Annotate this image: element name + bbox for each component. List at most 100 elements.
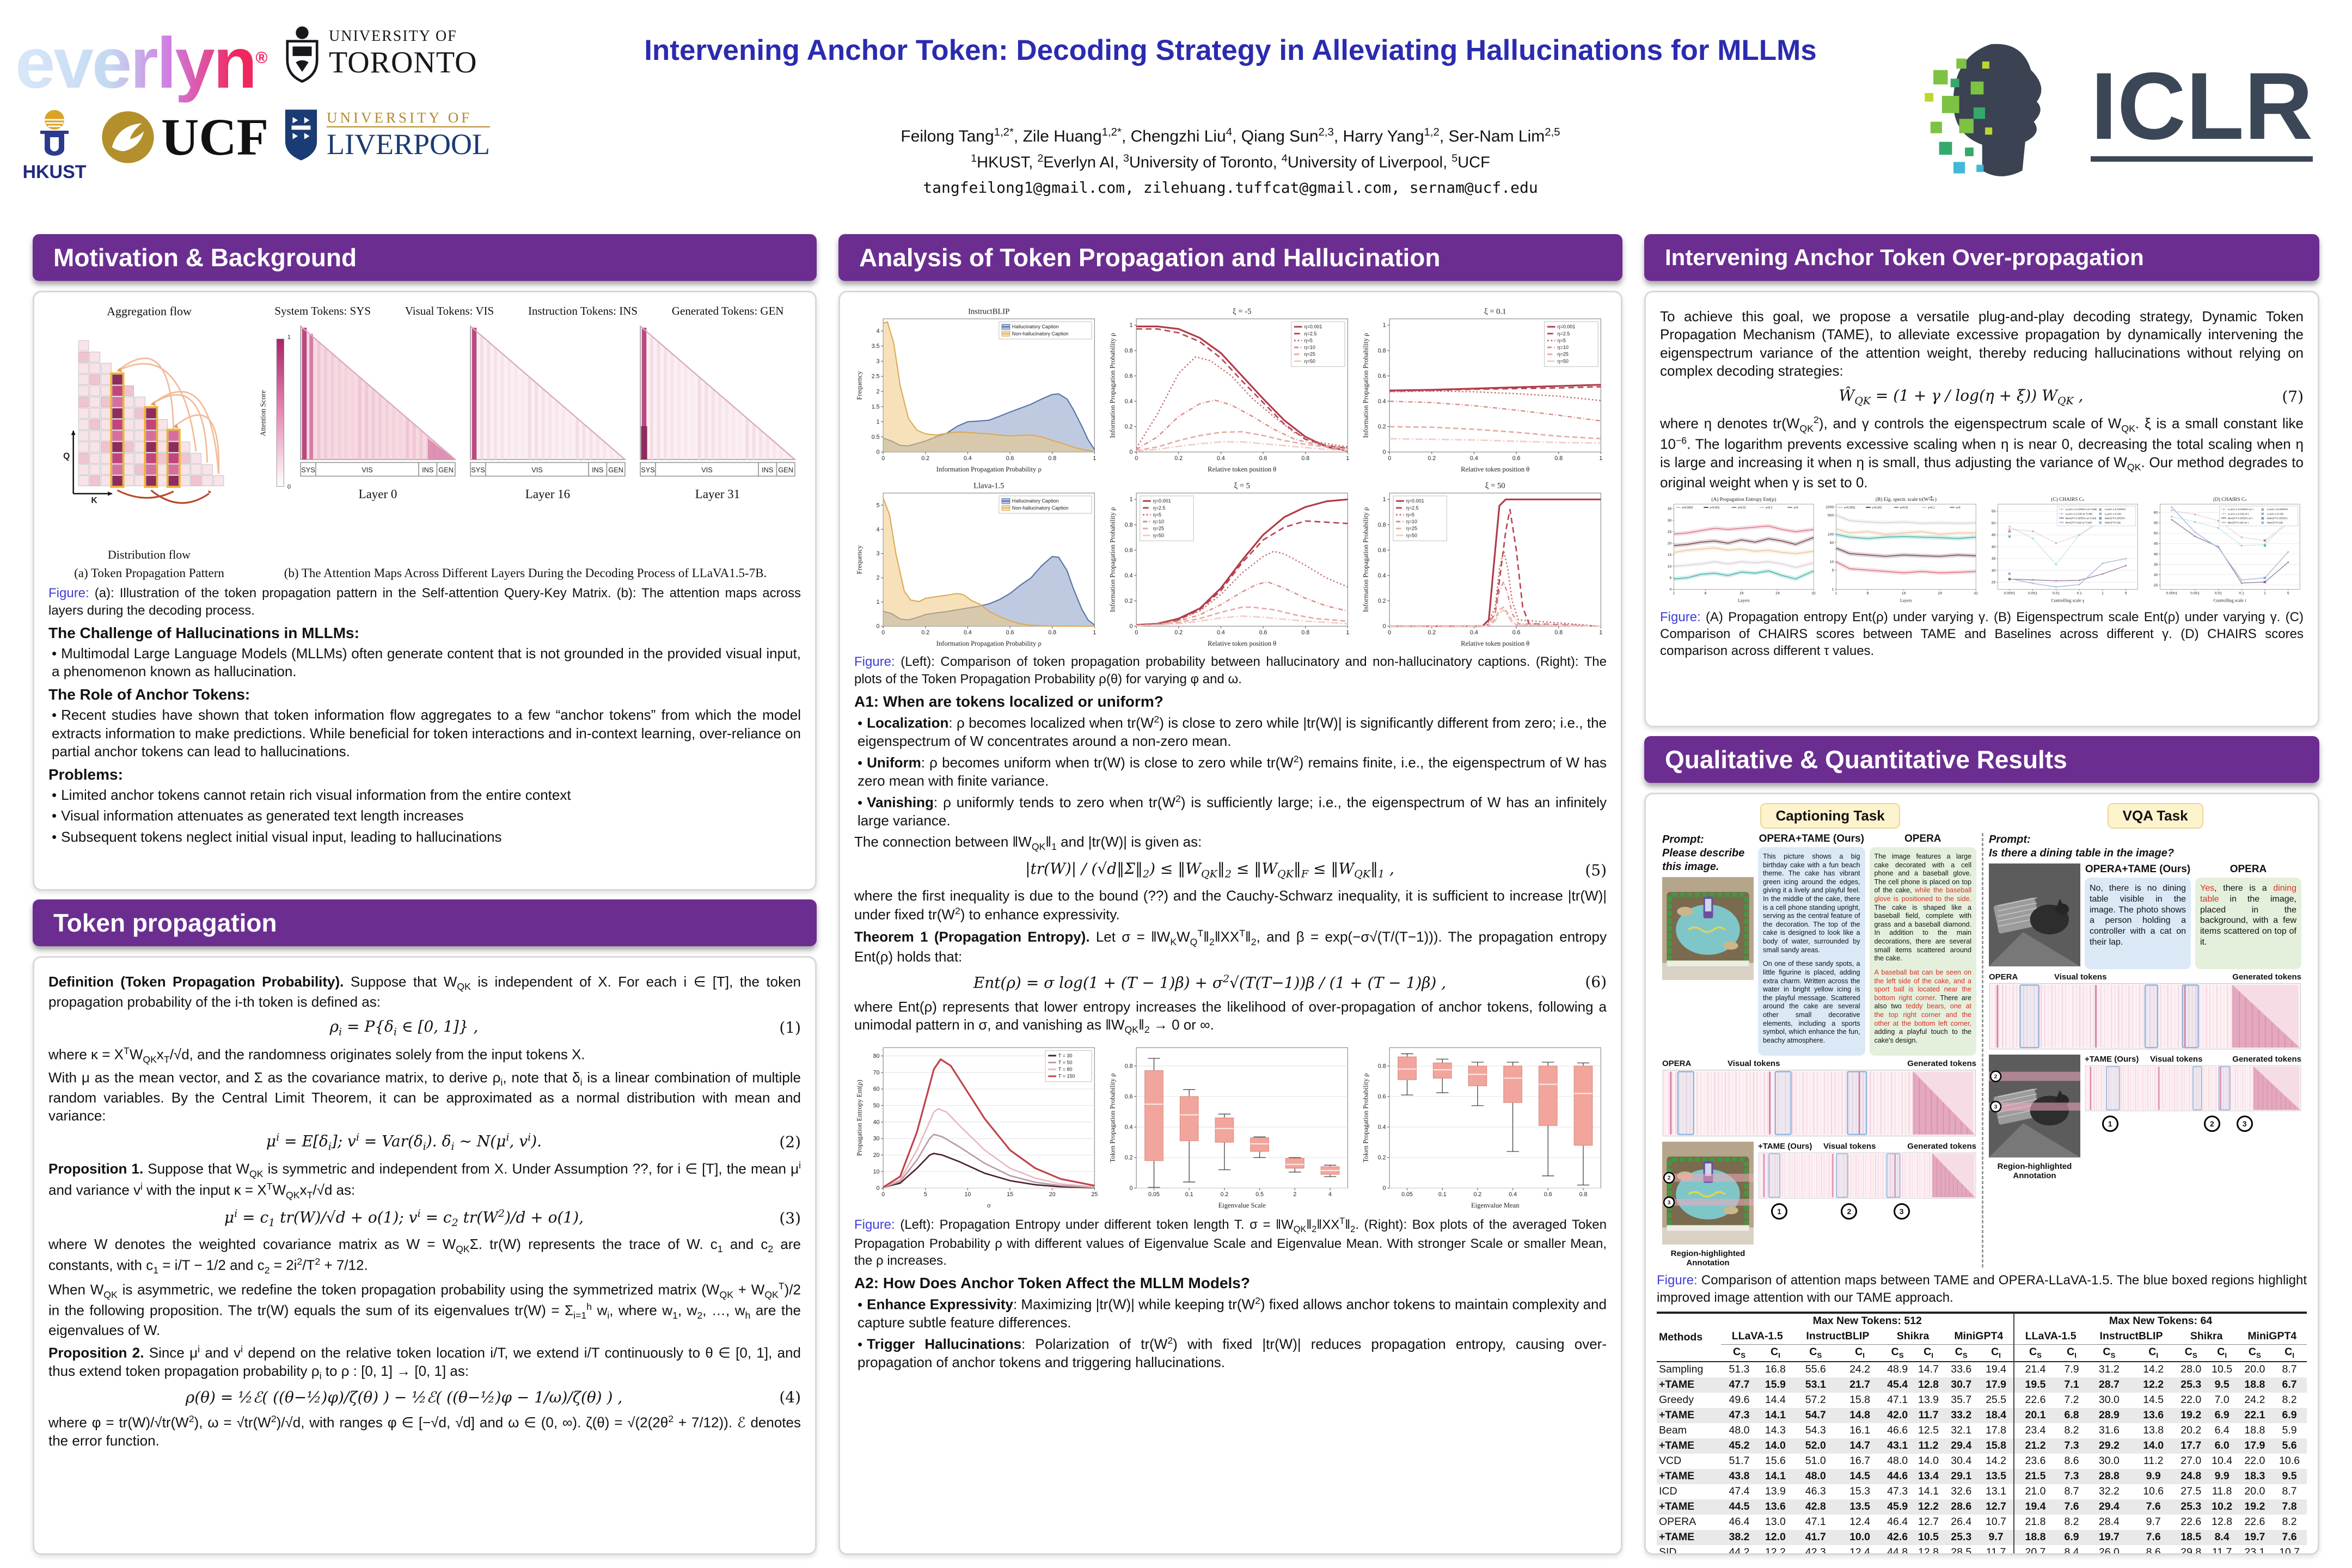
ucf-pegasus-icon (102, 111, 154, 163)
svg-text:0.2: 0.2 (1174, 455, 1183, 462)
svg-text:16: 16 (1902, 592, 1906, 596)
svg-text:Relative token position θ: Relative token position θ (1461, 640, 1529, 647)
paragraph: Definition (Token Propagation Probabilit… (48, 973, 801, 1010)
svg-text:5: 5 (877, 502, 880, 509)
captioning-opera-answer: The image features a large cake decorate… (1869, 847, 1976, 1056)
vqa-tame-attention-strip (2085, 1065, 2301, 1114)
svg-text:0: 0 (877, 1185, 880, 1192)
svg-text:0.0001: 0.0001 (2004, 592, 2016, 596)
svg-text:0.8: 0.8 (1125, 347, 1133, 354)
svg-text:INS: INS (762, 466, 773, 474)
svg-text:(A) Propagation Entropy Ent(ρ): (A) Propagation Entropy Ent(ρ) (1711, 497, 1776, 503)
svg-text:Eigenvalue Scale: Eigenvalue Scale (1218, 1202, 1266, 1209)
captioning-panel: Prompt: Please describe this image. OPERA… (1662, 833, 1976, 1268)
vqa-tame-label: OPERA+TAME (Ours) (2085, 863, 2191, 875)
svg-text:Eigenvalue Mean: Eigenvalue Mean (1471, 1202, 1520, 1209)
svg-text:35: 35 (1668, 507, 1672, 511)
svg-text:3: 3 (877, 358, 880, 365)
figure-1-caption: Figure: (a): Illustration of the token p… (48, 586, 801, 618)
svg-text:0: 0 (1130, 449, 1133, 456)
svg-text:8: 8 (1866, 592, 1869, 596)
svg-text:0.2: 0.2 (1428, 629, 1436, 636)
svg-text:50: 50 (1992, 522, 1996, 525)
svg-text:500: 500 (1828, 514, 1834, 518)
section-motivation-background: Motivation & Background (33, 234, 817, 281)
equation: Ent(ρ) = σ log(1 + (T − 1)β) + σ2√(T(T−1… (973, 972, 1607, 992)
svg-text:η=25: η=25 (1153, 525, 1164, 531)
equation: μi = c1 tr(W)/√d + o(1); vi = c2 tr(W2)/… (224, 1208, 801, 1229)
svg-text:LLaVA-1.5-OPERA: LLaVA-1.5-OPERA (2105, 508, 2127, 511)
svg-text:ξ = 50: ξ = 50 (1485, 481, 1505, 490)
svg-text:T = 30: T = 30 (1058, 1053, 1073, 1058)
svg-text:0.0001: 0.0001 (2166, 592, 2177, 596)
svg-text:2: 2 (877, 388, 880, 395)
svg-text:Hallucinatory Caption: Hallucinatory Caption (1012, 498, 1059, 504)
svg-text:η=0.001: η=0.001 (1153, 498, 1171, 504)
chart-box-eigenvalue-scale: 0 0.2 0.4 0.6 0.8 0.05 0.1 0.2 0.5 2 4 Eigenvalue S… (1107, 1040, 1353, 1211)
svg-text:24: 24 (1775, 592, 1780, 596)
svg-text:0: 0 (1135, 629, 1138, 636)
svg-text:η=50: η=50 (1558, 358, 1569, 364)
svg-text:2: 2 (1668, 1175, 1671, 1181)
table-row: SID 44.2 12.2 42.3 12.4 44.8 12.8 28.5 11.7 20.7 8… (1657, 1545, 2307, 1553)
svg-text:Layers: Layers (1900, 598, 1912, 603)
svg-text:30: 30 (873, 1136, 880, 1142)
intervening-card: To achieve this goal, we propose a versa… (1644, 291, 2319, 727)
section-intervening: Intervening Anchor Token Over-propagatio… (1644, 234, 2319, 281)
svg-text:1: 1 (1093, 455, 1096, 462)
analysis-card: 0 0.5 1 1.5 2 2.5 3 3.5 4 0 0.2 0.4 0.6 0.8 1 InstructB… (838, 291, 1622, 1555)
svg-text:15: 15 (1668, 553, 1672, 557)
svg-text:0.001: 0.001 (2190, 592, 2200, 596)
svg-text:0.8: 0.8 (1554, 629, 1563, 636)
vqa-prompt: Prompt: Is there a dining table in the im… (1989, 834, 2175, 859)
svg-text:0.4: 0.4 (1509, 1191, 1517, 1198)
bullet-item: • Recent studies have shown that token in… (52, 707, 801, 759)
svg-text:VIS: VIS (362, 466, 373, 474)
svg-text:1000: 1000 (1826, 505, 1834, 509)
svg-text:η=2.5: η=2.5 (1304, 331, 1317, 336)
svg-text:Relative token position θ: Relative token position θ (1208, 640, 1276, 647)
chair-results-table: Methods Max New Tokens: 512 Max New Tokens… (1657, 1311, 2307, 1553)
svg-text:0.05: 0.05 (1148, 1191, 1160, 1198)
svg-text:LLaVA-1.5-SID w/ TAME: LLaVA-1.5-SID w/ TAME (2066, 512, 2093, 515)
svg-text:INS: INS (422, 466, 433, 474)
svg-text:0.8: 0.8 (1125, 522, 1133, 528)
svg-text:0.6: 0.6 (1259, 629, 1267, 636)
svg-text:Information Propagation Probab: Information Propagation Probability ρ (1362, 333, 1369, 438)
svg-text:0.2: 0.2 (1125, 1155, 1133, 1161)
heading: The Role of Anchor Tokens: (48, 686, 250, 703)
toronto-crest-icon (286, 26, 318, 83)
svg-text:η=10: η=10 (1558, 345, 1569, 350)
svg-text:0.8: 0.8 (1125, 1063, 1133, 1070)
svg-text:MiniGPT4-OPERA w/ TAME: MiniGPT4-OPERA w/ TAME (2066, 517, 2097, 519)
paragraph: Proposition 2. Since μi and vi depend on… (48, 1343, 801, 1381)
svg-text:35: 35 (1992, 557, 1996, 561)
svg-text:Propagation Entropy Ent(ρ): Propagation Entropy Ent(ρ) (855, 1080, 863, 1156)
svg-text:(C) CHAIRS Cₛ: (C) CHAIRS Cₛ (2051, 497, 2085, 503)
svg-text:0.8: 0.8 (1048, 629, 1056, 636)
paragraph: Theorem 1 (Propagation Entropy). Let σ =… (854, 928, 1607, 965)
svg-text:η=5: η=5 (1153, 512, 1161, 517)
svg-text:T = 80: T = 80 (1058, 1067, 1073, 1072)
svg-text:3.5: 3.5 (872, 343, 880, 350)
svg-text:1: 1 (2264, 592, 2266, 596)
emails: tangfeilong1@gmail.com, zilehuang.tuffca… (923, 179, 1538, 197)
svg-text:0.6: 0.6 (1125, 1094, 1133, 1100)
table-row: +TAME 44.5 13.6 42.8 13.5 45.9 12.2 28.6 12.7 19.… (1657, 1499, 2307, 1515)
table-row: +TAME 38.2 12.0 41.7 10.0 42.6 10.5 25.3 9.7 18.8… (1657, 1529, 2307, 1545)
everlyn-logo: everlyn® (15, 23, 267, 103)
svg-text:0.4: 0.4 (1470, 629, 1478, 636)
table-row: +TAME 43.8 14.1 48.0 14.5 44.6 13.4 29.1 13.5 21.… (1657, 1468, 2307, 1484)
svg-text:70: 70 (873, 1069, 880, 1076)
strip-number-markers: 1 2 3 (1758, 1202, 1976, 1220)
svg-text:0.1: 0.1 (2239, 592, 2244, 596)
paragraph: Proposition 1. Suppose that WQK is symme… (48, 1160, 801, 1200)
paragraph: where Ent(ρ) represents that lower entro… (854, 999, 1607, 1036)
svg-text:LLaVA-1.5-SID: LLaVA-1.5-SID (2105, 512, 2122, 515)
svg-text:40: 40 (2154, 553, 2158, 556)
svg-text:(B) Eig. spectr. scale tr(W²⁑ₖ: (B) Eig. spectr. scale tr(W²⁑ₖ) (1876, 496, 1937, 503)
svg-text:VIS: VIS (701, 466, 713, 474)
svg-text:0.8: 0.8 (1378, 347, 1386, 354)
